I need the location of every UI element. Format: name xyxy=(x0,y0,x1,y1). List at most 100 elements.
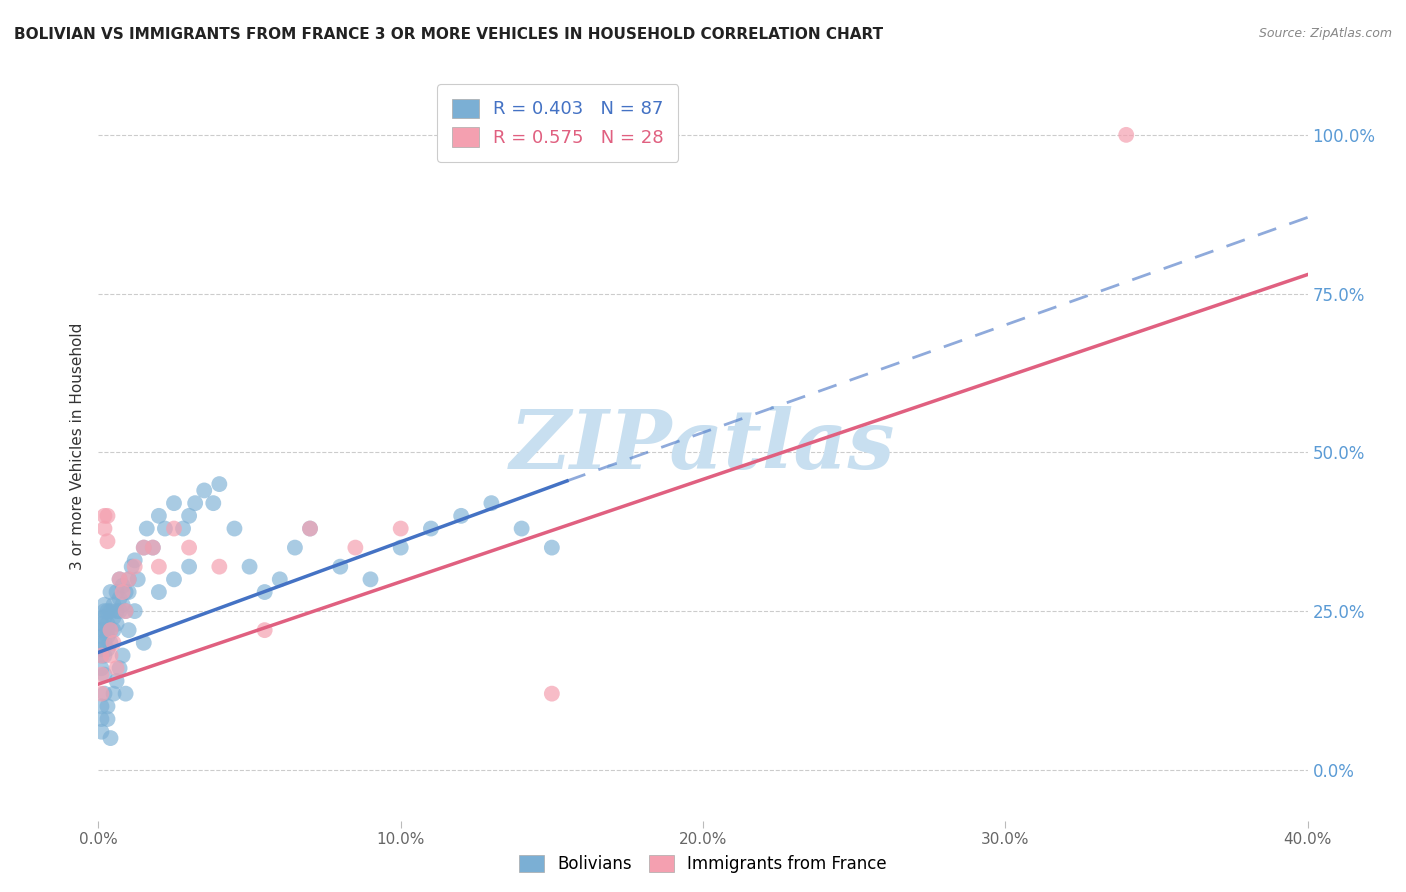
Point xyxy=(118,623,141,637)
Point xyxy=(420,522,443,536)
Point xyxy=(124,604,146,618)
Point xyxy=(90,648,112,663)
Point xyxy=(105,585,128,599)
Point xyxy=(100,648,122,663)
Point xyxy=(96,699,118,714)
Legend: Bolivians, Immigrants from France: Bolivians, Immigrants from France xyxy=(513,848,893,880)
Point xyxy=(124,553,146,567)
Point xyxy=(142,541,165,555)
Point xyxy=(148,585,170,599)
Point xyxy=(90,616,112,631)
Point xyxy=(90,724,112,739)
Point xyxy=(179,559,201,574)
Point xyxy=(163,572,186,586)
Point xyxy=(344,541,367,555)
Point xyxy=(148,559,170,574)
Point xyxy=(299,522,322,536)
Point xyxy=(108,661,131,675)
Point xyxy=(329,559,352,574)
Point xyxy=(93,610,115,624)
Point xyxy=(103,636,125,650)
Point xyxy=(163,496,186,510)
Point xyxy=(108,572,131,586)
Point xyxy=(105,673,128,688)
Point xyxy=(239,559,262,574)
Point xyxy=(163,522,186,536)
Point xyxy=(299,522,322,536)
Point xyxy=(284,541,307,555)
Point xyxy=(114,585,136,599)
Point xyxy=(90,687,112,701)
Text: ZIPatlas: ZIPatlas xyxy=(510,406,896,486)
Point xyxy=(172,522,194,536)
Point xyxy=(90,623,112,637)
Point xyxy=(208,477,231,491)
Point xyxy=(93,636,115,650)
Point xyxy=(121,559,143,574)
Point xyxy=(132,636,155,650)
Point xyxy=(142,541,165,555)
Point xyxy=(132,541,155,555)
Point xyxy=(540,687,562,701)
Point xyxy=(93,522,115,536)
Point xyxy=(93,687,115,701)
Point xyxy=(179,508,201,523)
Point xyxy=(481,496,503,510)
Point xyxy=(96,630,118,644)
Point xyxy=(450,508,472,523)
Point xyxy=(96,623,118,637)
Point xyxy=(93,667,115,681)
Point xyxy=(103,610,125,624)
Y-axis label: 3 or more Vehicles in Household: 3 or more Vehicles in Household xyxy=(69,322,84,570)
Point xyxy=(103,598,125,612)
Point xyxy=(132,541,155,555)
Point xyxy=(105,616,128,631)
Point xyxy=(90,699,112,714)
Point xyxy=(208,559,231,574)
Point xyxy=(389,541,412,555)
Point xyxy=(114,687,136,701)
Point xyxy=(93,623,115,637)
Point xyxy=(96,712,118,726)
Point xyxy=(124,559,146,574)
Point xyxy=(93,508,115,523)
Point xyxy=(108,572,131,586)
Point xyxy=(100,623,122,637)
Point xyxy=(103,623,125,637)
Point xyxy=(105,661,128,675)
Point xyxy=(540,541,562,555)
Point xyxy=(100,636,122,650)
Point xyxy=(108,591,131,606)
Point xyxy=(118,572,141,586)
Point xyxy=(96,642,118,657)
Point xyxy=(100,731,122,745)
Point xyxy=(179,541,201,555)
Point xyxy=(96,616,118,631)
Point xyxy=(184,496,207,510)
Point xyxy=(111,585,134,599)
Point xyxy=(100,623,122,637)
Point xyxy=(111,598,134,612)
Point xyxy=(90,610,112,624)
Point xyxy=(118,572,141,586)
Point xyxy=(202,496,225,510)
Point xyxy=(96,508,118,523)
Point xyxy=(114,604,136,618)
Point xyxy=(90,630,112,644)
Point xyxy=(93,598,115,612)
Text: BOLIVIAN VS IMMIGRANTS FROM FRANCE 3 OR MORE VEHICLES IN HOUSEHOLD CORRELATION C: BOLIVIAN VS IMMIGRANTS FROM FRANCE 3 OR … xyxy=(14,27,883,42)
Point xyxy=(111,648,134,663)
Point xyxy=(103,687,125,701)
Point xyxy=(108,604,131,618)
Point xyxy=(153,522,176,536)
Point xyxy=(389,522,412,536)
Point xyxy=(90,661,112,675)
Point xyxy=(93,604,115,618)
Point xyxy=(105,604,128,618)
Point xyxy=(253,623,276,637)
Point xyxy=(90,667,112,681)
Point xyxy=(135,522,157,536)
Point xyxy=(360,572,382,586)
Point xyxy=(111,579,134,593)
Point xyxy=(100,585,122,599)
